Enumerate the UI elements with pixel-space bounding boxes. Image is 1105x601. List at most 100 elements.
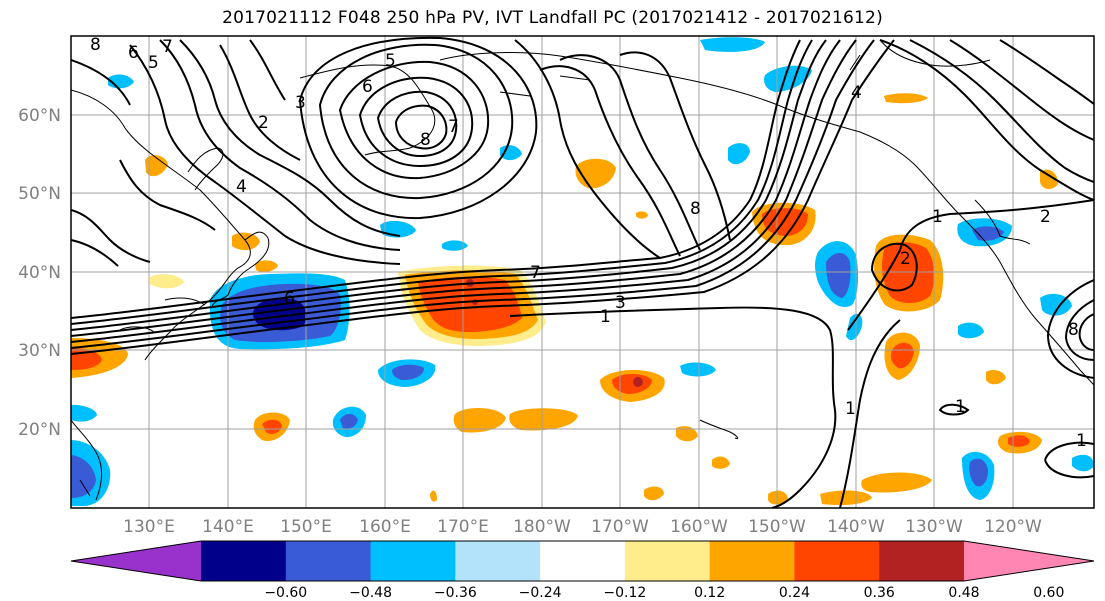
- colorbar: [70, 540, 1095, 582]
- pos-anomaly-region: [430, 490, 437, 502]
- contour-label: 3: [295, 93, 306, 113]
- neg-anomaly-core: [826, 253, 851, 298]
- colorbar-segment: [285, 541, 372, 581]
- contour-label: 8: [90, 35, 101, 55]
- colorbar-segment: [201, 541, 287, 581]
- colorbar-tick-label: 0.36: [864, 585, 895, 601]
- pos-anomaly-region: [884, 93, 928, 104]
- colorbar-tick-label: 0.24: [779, 585, 810, 601]
- contour-label: 5: [385, 51, 396, 71]
- pos-anomaly-region: [986, 370, 1006, 385]
- pos-anomaly-region: [509, 408, 578, 431]
- lon-label: 150°W: [748, 517, 806, 537]
- colorbar-tick-label: 0.60: [1033, 585, 1064, 601]
- contour-label: 1: [1076, 431, 1087, 451]
- neg-anomaly-region: [958, 322, 984, 339]
- pos-anomaly-region: [150, 274, 184, 289]
- lon-label: 130°W: [905, 517, 963, 537]
- map-title: 2017021112 F048 250 hPa PV, IVT Landfall…: [0, 8, 1105, 28]
- colorbar-tick-label: −0.60: [264, 585, 307, 601]
- pos-anomaly-region: [676, 426, 698, 442]
- lat-label: 30°N: [18, 341, 61, 361]
- map-title-text: 2017021112 F048 250 hPa PV, IVT Landfall…: [222, 8, 883, 28]
- colorbar-tick-labels: −0.60 −0.48 −0.36 −0.24 −0.12 0.12 0.24 0.36 0.4…: [264, 585, 1064, 601]
- colorbar-tick-label: −0.48: [349, 585, 392, 601]
- contour-label: 2: [258, 113, 269, 133]
- contour-label: 7: [448, 117, 459, 137]
- contour-label-group: 8 6 5 7 3 6 5 8 7 2 4 1 8 6 7 3 1 1 1 4 …: [90, 35, 1087, 451]
- latitude-axis: 60°N 50°N 40°N 30°N 20°N: [18, 106, 61, 440]
- pos-anomaly-region: [768, 490, 788, 505]
- colorbar-segment: [709, 541, 795, 581]
- colorbar-segment: [964, 541, 1094, 581]
- contour-label: 1: [845, 399, 856, 419]
- neg-anomaly-region: [71, 404, 97, 422]
- lon-label: 180°W: [513, 517, 571, 537]
- contour-label: 4: [851, 83, 862, 103]
- lon-label: 150°E: [280, 517, 332, 537]
- lat-label: 60°N: [18, 106, 61, 126]
- pos-anomaly-region: [145, 155, 168, 177]
- pos-anomaly-core: [262, 419, 282, 434]
- colorbar-segment: [370, 541, 456, 581]
- colorbar-segment: [71, 541, 201, 581]
- pos-anomaly-region: [820, 490, 872, 506]
- pos-anomaly-core: [762, 208, 808, 236]
- lat-label: 40°N: [18, 263, 61, 283]
- pos-anomaly-region: [1040, 169, 1058, 190]
- colorbar-segment: [455, 541, 541, 581]
- contour-label: 8: [690, 199, 701, 219]
- contour-label: 7: [162, 37, 173, 57]
- coastlines: [71, 39, 1094, 501]
- contour-label: 7: [530, 263, 541, 283]
- contour-label: 3: [615, 293, 626, 313]
- contour-label: 6: [362, 77, 373, 97]
- lon-label: 160°E: [359, 517, 411, 537]
- pos-anomaly-region: [712, 456, 730, 469]
- colorbar-segment: [794, 541, 880, 581]
- colorbar-tick-label: −0.12: [603, 585, 646, 601]
- pos-anomaly-region: [636, 211, 648, 219]
- colorbar-segment: [879, 541, 965, 581]
- neg-anomaly-core: [969, 458, 988, 487]
- contour-label: 2: [1040, 207, 1051, 227]
- longitude-axis: 130°E 140°E 150°E 160°E 170°E 180°W 170°…: [123, 517, 1042, 537]
- map-frame: [70, 35, 1095, 509]
- colorbar-tick-label: 0.12: [694, 585, 725, 601]
- lon-label: 140°E: [202, 517, 254, 537]
- pos-anomaly-region: [453, 408, 506, 433]
- contour-label: 1: [955, 397, 966, 417]
- colorbar-tick-label: −0.24: [519, 585, 562, 601]
- colorbar-tick-label: −0.36: [434, 585, 477, 601]
- map-content: 8 6 5 7 3 6 5 8 7 2 4 1 8 6 7 3 1 1 1 4 …: [71, 35, 1094, 508]
- colorbar-outline: [70, 540, 1095, 582]
- contour-lines: [71, 36, 1094, 508]
- lon-label: 160°W: [670, 517, 728, 537]
- lon-label: 120°W: [984, 517, 1042, 537]
- neg-anomaly-region: [442, 240, 468, 251]
- neg-anomaly-core: [71, 455, 96, 498]
- pos-anomaly-core: [890, 342, 914, 369]
- contour-label: 1: [932, 207, 943, 227]
- neg-anomaly-region: [1072, 454, 1094, 472]
- colorbar-tick-label: 0.48: [948, 585, 979, 601]
- neg-anomaly-region: [764, 65, 812, 92]
- neg-anomaly-region: [846, 313, 863, 341]
- lon-label: 170°E: [437, 517, 489, 537]
- lat-label: 50°N: [18, 184, 61, 204]
- contour-label: 4: [236, 177, 247, 197]
- pos-anomaly-region: [861, 472, 932, 493]
- contour-label: 2: [900, 249, 911, 269]
- lon-label: 170°W: [591, 517, 649, 537]
- lat-label: 20°N: [18, 420, 61, 440]
- contour-label: 5: [148, 53, 159, 73]
- pos-anomaly-region: [255, 260, 278, 273]
- pos-anomaly-max: [633, 377, 643, 387]
- neg-anomaly-core: [972, 226, 1004, 241]
- neg-anomaly-core: [392, 364, 424, 380]
- contour-label: 8: [1068, 320, 1079, 340]
- neg-anomaly-region: [700, 37, 765, 52]
- neg-anomaly-core: [340, 414, 358, 429]
- pos-anomaly-region: [644, 486, 664, 501]
